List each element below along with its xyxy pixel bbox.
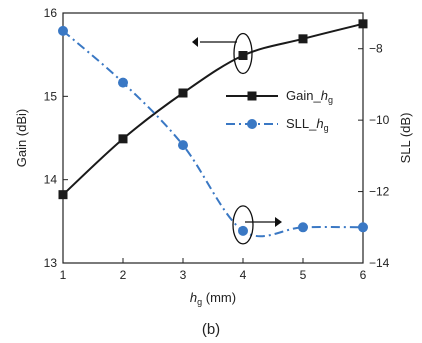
data-point-gain (238, 51, 248, 60)
data-point-gain (358, 19, 368, 29)
legend: Gain_hg SLL_hg (226, 88, 333, 133)
series-line-g-sll (62, 30, 364, 238)
plot-frame (62, 12, 364, 264)
data-point-sll (178, 140, 188, 151)
legend-label: Gain_hg (286, 88, 333, 105)
data-point-sll (298, 222, 308, 233)
data-point-sll (238, 225, 248, 236)
series-line-g-gain (62, 22, 364, 196)
data-point-gain (298, 34, 308, 44)
x-axis-label: hg (mm) (190, 290, 236, 307)
x-tick-label: 6 (360, 268, 367, 282)
annotation-layer (192, 32, 282, 245)
y-right-axis-label: SLL (dB) (398, 113, 413, 164)
x-tick-label: 2 (120, 268, 127, 282)
y-right-tick-label: −10 (369, 113, 390, 127)
y-right-tick-label: −8 (369, 42, 383, 56)
y-right-tick-label: −12 (369, 185, 390, 199)
y-left-tick-label: 13 (44, 256, 58, 270)
y-right-tick-label: −14 (369, 256, 390, 270)
data-point-gain (118, 134, 128, 144)
figure-caption: (b) (202, 321, 220, 338)
x-tick-label: 5 (300, 268, 307, 282)
y-left-axis-label: Gain (dBi) (14, 109, 29, 168)
legend-marker (247, 119, 257, 129)
series-layer (58, 19, 368, 238)
axes: 1 2 3 4 5 6 13 14 15 16 −14 −12 −10 −8 Gain (dBi) SLL (… (14, 6, 413, 307)
data-point-sll (358, 222, 368, 233)
y-left-tick-label: 15 (44, 89, 58, 103)
data-point-gain (58, 190, 68, 200)
gain-highlight-ellipse (233, 32, 253, 75)
y-left-tick-label: 14 (44, 173, 58, 187)
x-tick-label: 4 (240, 268, 247, 282)
y-left-tick-label: 16 (44, 6, 58, 20)
x-tick-label: 1 (60, 268, 67, 282)
data-point-gain (178, 88, 188, 98)
sll-arrow-head (275, 217, 282, 227)
x-tick-label: 3 (180, 268, 187, 282)
legend-label: SLL_hg (286, 116, 329, 133)
data-point-sll (58, 25, 68, 36)
gain-arrow-head (192, 37, 198, 47)
sll-highlight-ellipse (232, 205, 254, 245)
legend-marker (247, 91, 257, 101)
data-point-sll (118, 77, 128, 88)
